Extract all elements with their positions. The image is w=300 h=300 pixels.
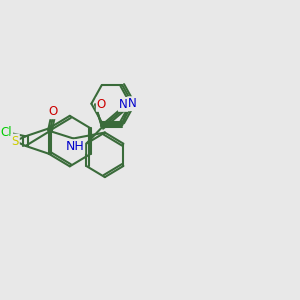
Text: O: O <box>97 98 106 111</box>
Text: N: N <box>119 98 128 111</box>
Text: N: N <box>128 97 137 110</box>
Text: NH: NH <box>65 140 84 153</box>
Text: O: O <box>49 105 58 118</box>
Text: S: S <box>11 135 19 148</box>
Text: Cl: Cl <box>0 126 12 139</box>
